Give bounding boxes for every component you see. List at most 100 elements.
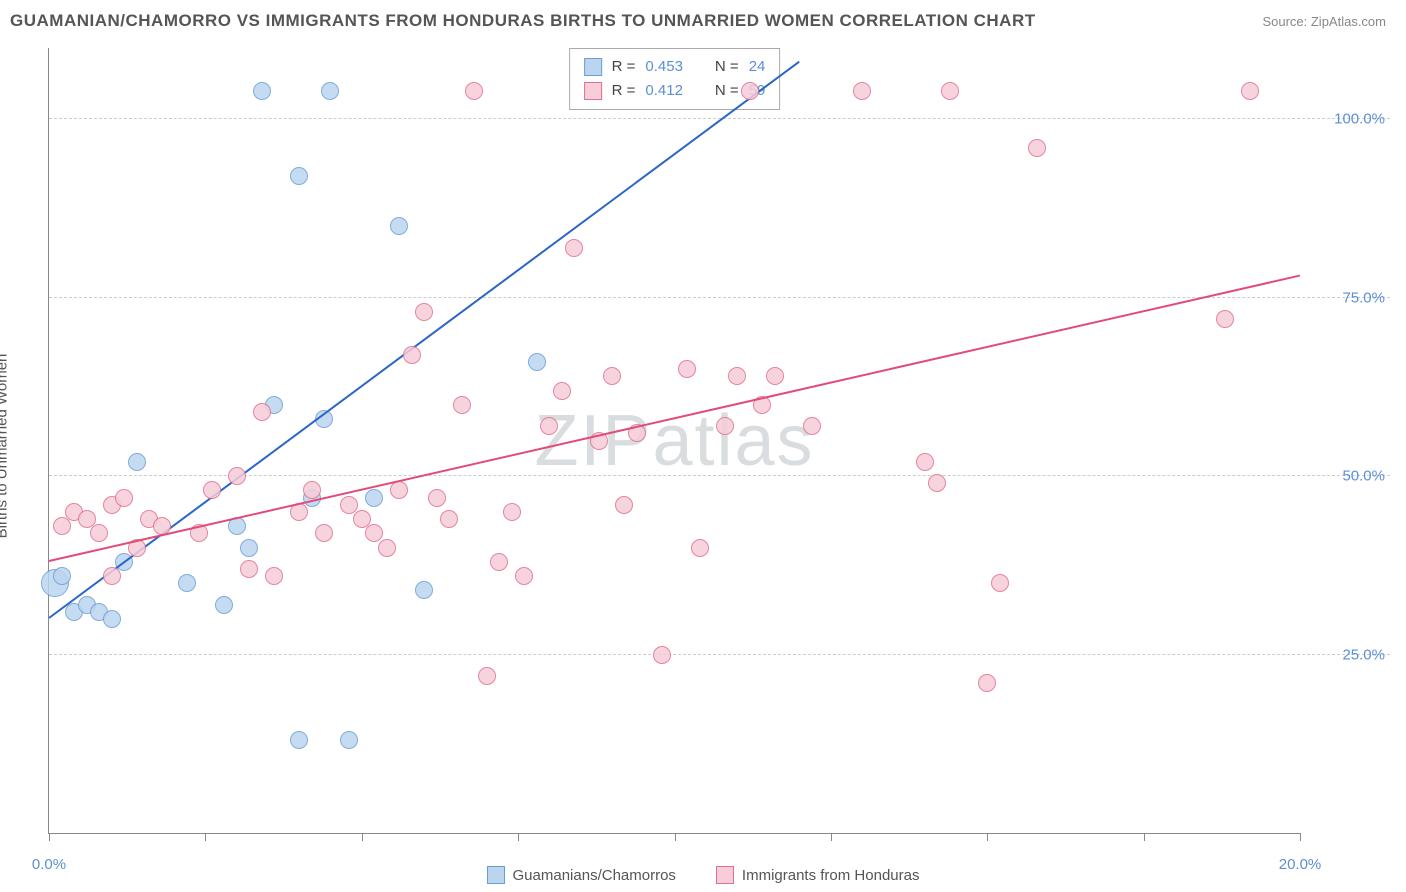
data-point xyxy=(741,82,759,100)
stats-legend-box: R =0.453N =24R =0.412N =59 xyxy=(569,48,781,110)
data-point xyxy=(390,217,408,235)
stat-r-value: 0.412 xyxy=(645,79,683,103)
y-tick-label: 50.0% xyxy=(1310,468,1385,485)
x-tick xyxy=(831,833,832,841)
data-point xyxy=(240,539,258,557)
data-point xyxy=(691,539,709,557)
stat-n-label: N = xyxy=(715,79,739,103)
data-point xyxy=(603,367,621,385)
data-point xyxy=(653,646,671,664)
legend-swatch xyxy=(584,82,602,100)
data-point xyxy=(340,731,358,749)
x-tick xyxy=(987,833,988,841)
data-point xyxy=(228,467,246,485)
data-point xyxy=(115,489,133,507)
data-point xyxy=(240,560,258,578)
data-point xyxy=(128,453,146,471)
legend-item: Guamanians/Chamorros xyxy=(487,866,676,884)
data-point xyxy=(215,596,233,614)
legend-swatch xyxy=(487,866,505,884)
data-point xyxy=(565,239,583,257)
legend-swatch xyxy=(584,58,602,76)
data-point xyxy=(178,574,196,592)
stat-r-label: R = xyxy=(612,55,636,79)
data-point xyxy=(321,82,339,100)
stats-row: R =0.412N =59 xyxy=(584,79,766,103)
data-point xyxy=(290,731,308,749)
data-point xyxy=(528,353,546,371)
data-point xyxy=(515,567,533,585)
y-tick-label: 25.0% xyxy=(1310,646,1385,663)
data-point xyxy=(1241,82,1259,100)
data-point xyxy=(1216,310,1234,328)
data-point xyxy=(428,489,446,507)
legend-item: Immigrants from Honduras xyxy=(716,866,920,884)
data-point xyxy=(290,167,308,185)
data-point xyxy=(716,417,734,435)
data-point xyxy=(415,581,433,599)
data-point xyxy=(90,524,108,542)
data-point xyxy=(453,396,471,414)
data-point xyxy=(415,303,433,321)
trend-line xyxy=(49,274,1300,561)
data-point xyxy=(378,539,396,557)
data-point xyxy=(941,82,959,100)
data-point xyxy=(478,667,496,685)
legend-label: Guamanians/Chamorros xyxy=(513,867,676,884)
data-point xyxy=(390,481,408,499)
data-point xyxy=(103,567,121,585)
data-point xyxy=(615,496,633,514)
stat-n-value: 24 xyxy=(749,55,766,79)
chart-title: GUAMANIAN/CHAMORRO VS IMMIGRANTS FROM HO… xyxy=(10,11,1036,31)
stat-n-label: N = xyxy=(715,55,739,79)
stat-r-value: 0.453 xyxy=(645,55,683,79)
data-point xyxy=(978,674,996,692)
bottom-legend: Guamanians/Chamorros Immigrants from Hond… xyxy=(0,866,1406,884)
data-point xyxy=(503,503,521,521)
gridline xyxy=(49,475,1390,476)
y-axis-label: Births to Unmarried Women xyxy=(0,354,11,539)
data-point xyxy=(253,403,271,421)
data-point xyxy=(728,367,746,385)
x-tick xyxy=(49,833,50,841)
x-tick xyxy=(1144,833,1145,841)
x-tick xyxy=(675,833,676,841)
stats-row: R = 0.453 N = 24 xyxy=(584,55,766,79)
data-point xyxy=(440,510,458,528)
data-point xyxy=(540,417,558,435)
data-point xyxy=(253,82,271,100)
data-point xyxy=(916,453,934,471)
source-attribution: Source: ZipAtlas.com xyxy=(1262,14,1386,29)
y-tick-label: 100.0% xyxy=(1310,111,1385,128)
data-point xyxy=(265,567,283,585)
data-point xyxy=(853,82,871,100)
data-point xyxy=(928,474,946,492)
data-point xyxy=(403,346,421,364)
x-tick xyxy=(1300,833,1301,841)
x-tick xyxy=(362,833,363,841)
data-point xyxy=(53,517,71,535)
data-point xyxy=(303,481,321,499)
data-point xyxy=(553,382,571,400)
legend-label: Immigrants from Honduras xyxy=(742,867,920,884)
x-tick xyxy=(518,833,519,841)
gridline xyxy=(49,654,1390,655)
data-point xyxy=(53,567,71,585)
gridline xyxy=(49,297,1390,298)
y-tick-label: 75.0% xyxy=(1310,289,1385,306)
data-point xyxy=(678,360,696,378)
data-point xyxy=(103,610,121,628)
data-point xyxy=(365,489,383,507)
stat-r-label: R = xyxy=(612,79,636,103)
legend-swatch xyxy=(716,866,734,884)
data-point xyxy=(1028,139,1046,157)
data-point xyxy=(315,524,333,542)
x-tick xyxy=(205,833,206,841)
chart-area: ZIPatlas R =0.453N =24R =0.412N =59 25.0… xyxy=(48,48,1390,834)
data-point xyxy=(991,574,1009,592)
data-point xyxy=(490,553,508,571)
source-link[interactable]: ZipAtlas.com xyxy=(1311,14,1386,29)
plot-region: ZIPatlas R =0.453N =24R =0.412N =59 25.0… xyxy=(48,48,1300,834)
data-point xyxy=(465,82,483,100)
data-point xyxy=(203,481,221,499)
